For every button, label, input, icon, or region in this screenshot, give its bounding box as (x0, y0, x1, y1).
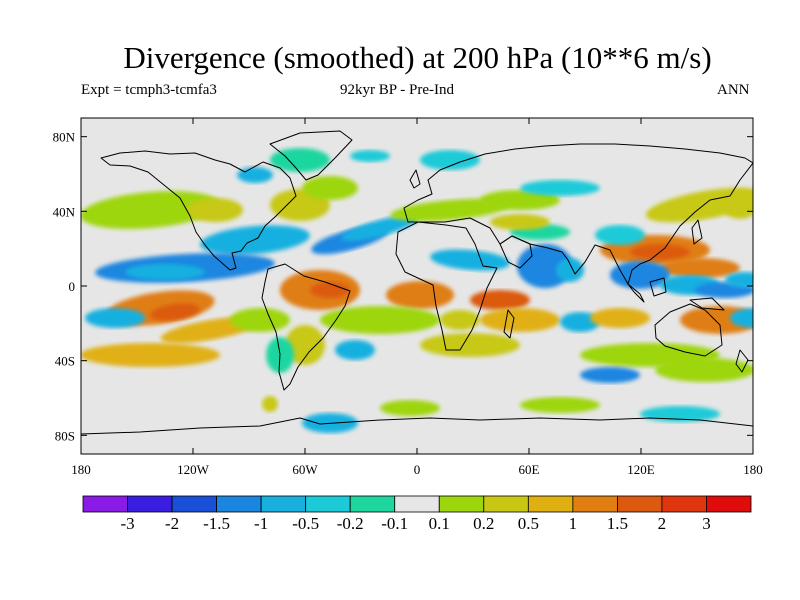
map-title: Divergence (smoothed) at 200 hPa (10**6 … (123, 40, 712, 75)
lon-tick-label: 180 (71, 462, 91, 477)
colorbar-swatch (82, 495, 128, 513)
colorbar-label: -1 (254, 514, 268, 533)
lat-tick-label: 80S (55, 428, 75, 443)
contour-region (580, 367, 640, 383)
contour-region (655, 358, 753, 382)
contour-region (470, 290, 530, 310)
colorbar-label: -0.5 (292, 514, 319, 533)
colorbar: -3 -2 -1.5 -1 -0.5 -0.2 -0.1 0.1 0.2 0.5 1 1.5 2 3 (82, 495, 752, 533)
contour-region (560, 312, 600, 332)
divergence-contours (81, 148, 753, 433)
season-label: ANN (717, 82, 750, 98)
lon-tick-label: 120E (627, 462, 655, 477)
lat-tick-label: 40N (53, 204, 76, 219)
lat-tick-label: 0 (69, 279, 76, 294)
contour-region (420, 150, 480, 170)
colorbar-label: 0.2 (473, 514, 494, 533)
contour-region (390, 198, 510, 222)
contour-region (81, 343, 220, 367)
lat-tick-label: 80N (53, 130, 76, 145)
colorbar-label: -3 (120, 514, 134, 533)
colorbar-label: -0.2 (337, 514, 364, 533)
contour-region (285, 325, 325, 365)
contour-region (150, 303, 200, 321)
colorbar-label: 0.1 (429, 514, 450, 533)
contour-region (187, 198, 243, 222)
colorbar-swatch (127, 495, 173, 513)
colorbar-label: 2 (658, 514, 667, 533)
colorbar-swatch (572, 495, 618, 513)
contour-region (310, 282, 350, 298)
colorbar-swatch (216, 495, 262, 513)
coastlines (81, 130, 753, 435)
contour-region (490, 214, 550, 230)
contour-region (262, 396, 278, 412)
colorbar-label: -1.5 (203, 514, 230, 533)
colorbar-swatch (171, 495, 217, 513)
contour-region (556, 258, 584, 282)
colorbar-swatch (349, 495, 396, 513)
colorbar-swatch (661, 495, 707, 513)
contour-region (430, 249, 510, 271)
contour-region (722, 191, 753, 219)
contour-region (341, 215, 419, 241)
colorbar-swatch (305, 495, 351, 513)
contour-region (320, 306, 440, 334)
colorbar-swatch (706, 495, 752, 513)
colorbar-swatch (483, 495, 529, 513)
colorbar-swatch (438, 495, 485, 513)
lon-tick-label: 180 (743, 462, 763, 477)
contour-region (725, 272, 753, 288)
colorbar-label: 3 (702, 514, 711, 533)
lon-tick-label: 0 (414, 462, 421, 477)
contour-region (200, 225, 310, 255)
colorbar-label: 1 (569, 514, 578, 533)
map-axes: 180 120W 60W 0 60E 120E 180 80N 40N 0 40S 80S (53, 118, 763, 477)
contour-region (302, 176, 358, 200)
lon-tick-label: 60W (292, 462, 318, 477)
contour-region (386, 281, 454, 309)
colorbar-swatch (260, 495, 307, 513)
lon-tick-label: 120W (177, 462, 210, 477)
colorbar-label: 1.5 (607, 514, 628, 533)
contour-region (440, 310, 480, 330)
colorbar-swatch (394, 495, 440, 513)
contour-region (230, 308, 290, 332)
colorbar-label: 0.5 (518, 514, 539, 533)
contour-region (480, 308, 560, 332)
colorbar-swatch (617, 495, 663, 513)
colorbar-label: -0.1 (381, 514, 408, 533)
contour-region (730, 308, 753, 328)
contour-region (610, 261, 670, 289)
contour-region (237, 167, 273, 183)
period-label: 92kyr BP - Pre-Ind (340, 82, 455, 98)
contour-region (270, 148, 330, 172)
contour-region (595, 225, 645, 245)
contour-region (480, 190, 560, 210)
lat-tick-label: 40S (55, 354, 75, 369)
contour-region (420, 333, 520, 357)
colorbar-swatch (527, 495, 574, 513)
contour-region (125, 264, 205, 280)
contour-region (85, 308, 145, 328)
experiment-label: Expt = tcmph3-tcmfa3 (81, 82, 217, 98)
contour-region (590, 308, 650, 328)
contour-region (520, 180, 600, 196)
contour-region (660, 258, 740, 278)
contour-region (335, 340, 375, 360)
lon-tick-label: 60E (519, 462, 540, 477)
contour-region (350, 150, 390, 162)
contour-region (520, 397, 600, 413)
colorbar-label: -2 (165, 514, 179, 533)
contour-region (81, 191, 220, 229)
contour-region (380, 400, 440, 416)
